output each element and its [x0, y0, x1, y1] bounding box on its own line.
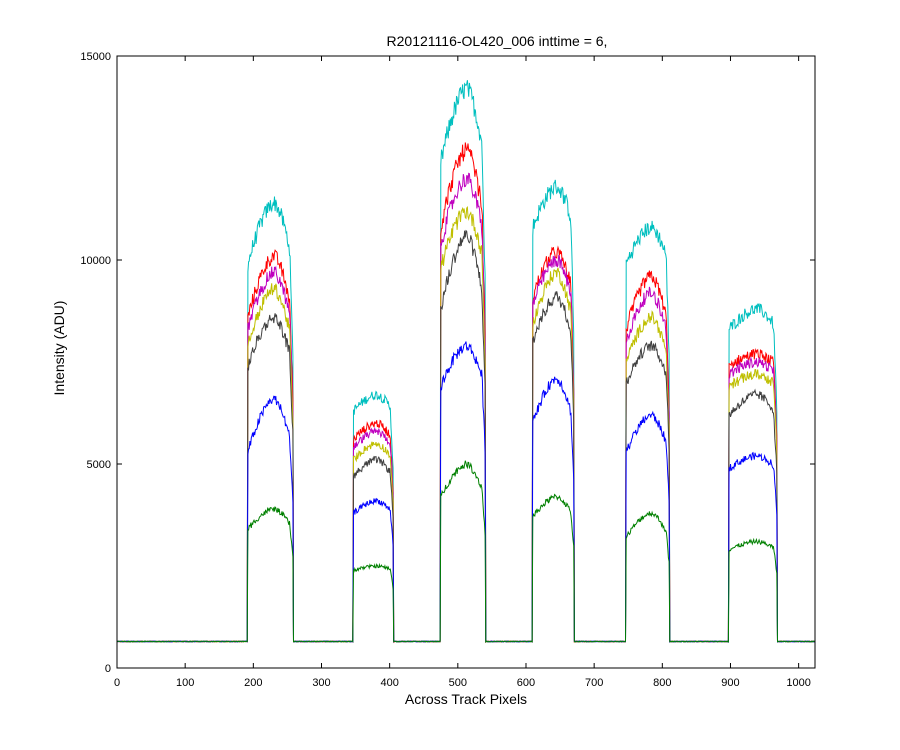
y-axis: 0 5000 10000 15000: [80, 51, 815, 675]
x-axis: 0 100 200 300 400 500 600 700 800 900 1000: [114, 56, 811, 689]
x-tick-label: 0: [114, 677, 120, 689]
x-tick-label: 500: [449, 677, 467, 689]
series-layer: [116, 80, 816, 644]
y-tick-label: 15000: [80, 51, 111, 63]
x-tick-label: 800: [653, 677, 671, 689]
y-axis-label: Intensity (ADU): [51, 301, 67, 396]
series-line-5: [116, 229, 816, 644]
y-tick-label: 10000: [80, 255, 111, 267]
series-line-7: [116, 460, 816, 643]
series-line-4: [116, 206, 816, 644]
x-tick-label: 300: [312, 677, 330, 689]
x-tick-label: 100: [176, 677, 194, 689]
x-tick-label: 700: [585, 677, 603, 689]
y-tick-label: 0: [105, 663, 111, 675]
series-line-3: [116, 172, 816, 643]
x-tick-label: 1000: [786, 677, 810, 689]
series-line-6: [116, 341, 816, 643]
x-tick-label: 200: [244, 677, 262, 689]
x-tick-label: 400: [380, 677, 398, 689]
y-tick-label: 5000: [87, 459, 111, 471]
x-axis-label: Across Track Pixels: [405, 691, 527, 707]
series-line-1: [116, 80, 816, 643]
x-tick-label: 600: [517, 677, 535, 689]
plot-frame: [116, 55, 816, 669]
x-tick-label: 900: [721, 677, 739, 689]
chart-title: R20121116-OL420_006 inttime = 6,: [387, 33, 608, 49]
